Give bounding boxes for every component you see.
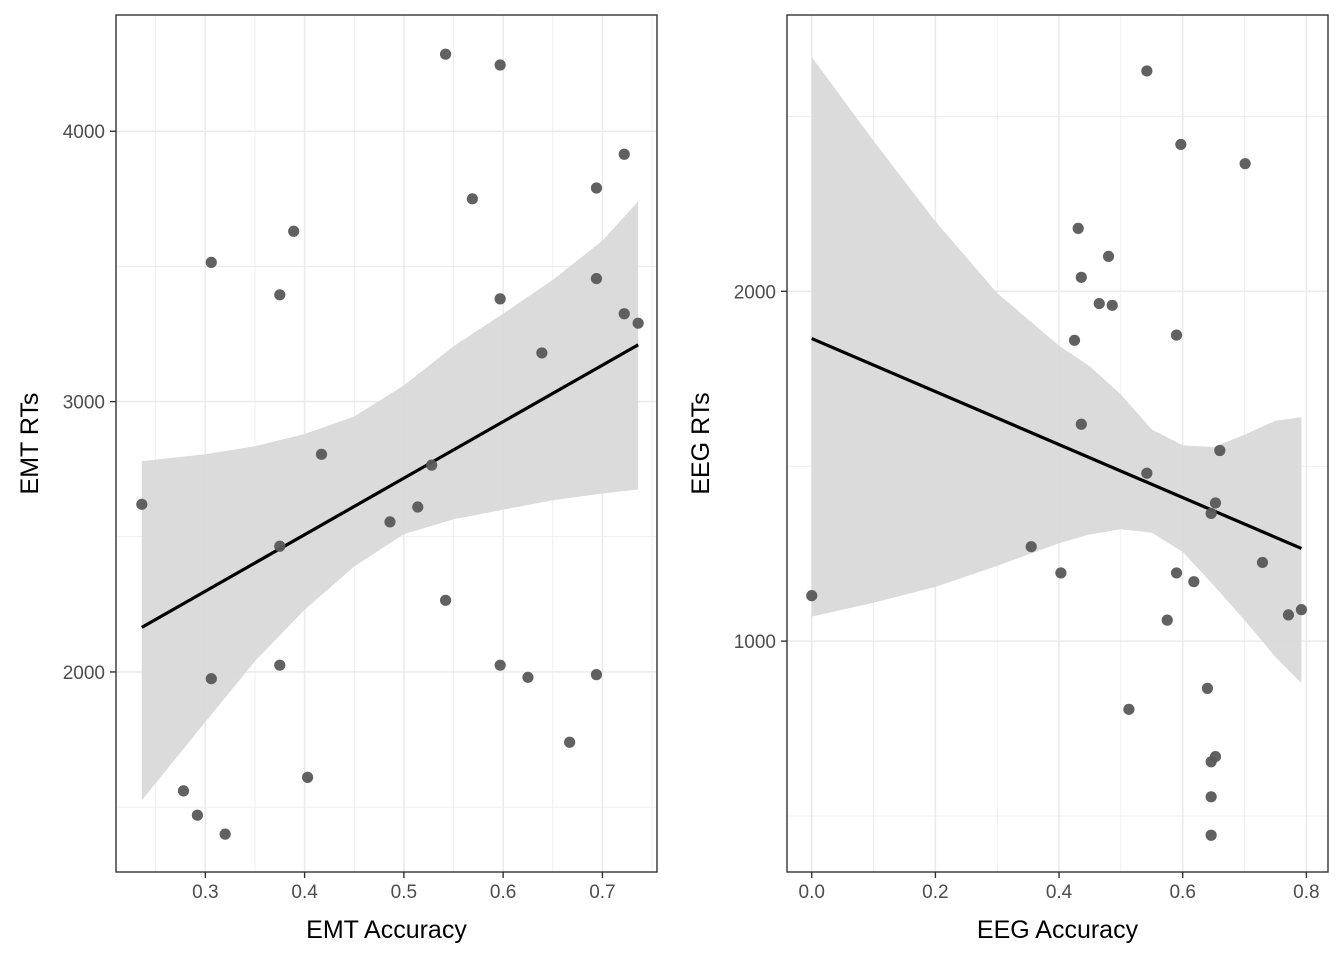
eeg-data-point: [1175, 138, 1187, 151]
emt-data-point: [494, 293, 506, 305]
eeg-data-point: [1188, 576, 1200, 588]
eeg-data-point: [1123, 703, 1135, 715]
emt-data-point: [494, 659, 506, 671]
eeg-data-point: [1141, 65, 1153, 77]
eeg-x-tick-label: 0.0: [799, 882, 825, 903]
eeg-confidence-band-layer: [811, 57, 1302, 684]
emt-panel: 0.3 0.4 0.5 0.6 0.7 2000 3000 4000 EMT Accurac…: [16, 14, 658, 944]
emt-x-tick-label: 0.5: [391, 882, 417, 903]
eeg-x-axis-title: EEG Accuracy: [977, 916, 1139, 944]
emt-y-axis-title: EMT RTs: [16, 393, 44, 495]
emt-data-point: [384, 516, 396, 528]
eeg-data-point: [1201, 682, 1214, 694]
eeg-regression-line: [811, 337, 1303, 550]
eeg-data-point: [1093, 297, 1105, 310]
emt-data-point: [522, 671, 534, 683]
eeg-data-point: [1205, 829, 1217, 841]
emt-x-tick-label: 0.7: [589, 882, 615, 903]
eeg-fit-line-layer: [811, 337, 1303, 550]
emt-y-tick-label: 2000: [63, 663, 105, 684]
eeg-x-tick-label: 0.4: [1046, 882, 1073, 903]
emt-confidence-band-layer: [141, 201, 639, 801]
emt-data-point: [205, 256, 217, 268]
emt-data-point: [301, 771, 314, 783]
eeg-data-point: [1102, 250, 1115, 262]
emt-data-point: [136, 498, 148, 510]
eeg-data-point: [1170, 329, 1183, 341]
eeg-y-axis: 1000 2000: [734, 282, 787, 653]
emt-data-point: [590, 669, 603, 681]
emt-regression-line: [141, 343, 639, 629]
eeg-data-point: [1209, 497, 1222, 509]
emt-data-point: [191, 809, 203, 821]
eeg-data-point: [1295, 604, 1308, 616]
emt-x-tick-label: 0.6: [490, 882, 516, 903]
eeg-data-point: [1170, 567, 1183, 579]
eeg-data-point: [1141, 467, 1153, 479]
eeg-data-point: [1239, 158, 1251, 170]
eeg-points-layer: [806, 65, 1308, 841]
emt-data-point: [274, 659, 286, 671]
emt-data-point: [205, 673, 217, 685]
emt-x-tick-label: 0.3: [192, 882, 218, 903]
emt-data-point: [564, 736, 576, 748]
emt-data-point: [590, 182, 603, 194]
eeg-data-point: [1214, 444, 1226, 457]
emt-data-point: [618, 148, 630, 160]
eeg-y-tick-label: 1000: [734, 632, 776, 653]
eeg-x-tick-label: 0.8: [1293, 882, 1319, 903]
emt-data-point: [412, 501, 424, 513]
eeg-y-tick-label: 2000: [734, 282, 776, 303]
eeg-x-axis: 0.0 0.2 0.4 0.6 0.8: [799, 872, 1320, 903]
emt-data-point: [426, 459, 438, 471]
eeg-panel: 0.0 0.2 0.4 0.6 0.8 1000 2000 EEG Accuracy EE…: [687, 14, 1329, 944]
emt-data-point: [494, 59, 506, 71]
eeg-data-point: [1072, 222, 1084, 234]
emt-data-point: [219, 828, 231, 840]
eeg-data-point: [1256, 556, 1269, 569]
emt-data-point: [439, 48, 452, 60]
eeg-data-point: [1055, 567, 1067, 579]
emt-y-tick-label: 3000: [63, 393, 105, 414]
emt-data-point: [439, 594, 452, 606]
emt-confidence-band: [141, 201, 639, 801]
eeg-data-point: [1068, 334, 1081, 346]
emt-data-point: [177, 785, 190, 797]
eeg-data-point: [1205, 507, 1217, 520]
eeg-data-point: [1075, 418, 1087, 430]
emt-y-axis: 2000 3000 4000: [63, 122, 116, 684]
emt-x-tick-label: 0.4: [291, 882, 318, 903]
emt-data-point: [632, 317, 644, 329]
eeg-data-point: [1075, 271, 1087, 283]
emt-data-point: [618, 308, 630, 320]
eeg-x-tick-label: 0.2: [922, 882, 948, 903]
eeg-data-point: [1161, 614, 1173, 626]
emt-data-point: [536, 347, 548, 359]
eeg-data-point: [1209, 750, 1222, 763]
emt-data-point: [288, 225, 300, 237]
emt-x-axis-title: EMT Accuracy: [306, 916, 467, 944]
eeg-y-axis-title: EEG RTs: [687, 392, 715, 494]
eeg-data-point: [1282, 609, 1295, 621]
emt-panel-border: [115, 14, 658, 873]
emt-fit-line-layer: [141, 343, 639, 629]
emt-data-point: [274, 289, 286, 301]
eeg-data-point: [1106, 299, 1118, 311]
eeg-confidence-band: [811, 57, 1302, 684]
eeg-data-point: [1025, 541, 1037, 553]
eeg-x-tick-label: 0.6: [1169, 882, 1195, 903]
emt-x-axis: 0.3 0.4 0.5 0.6 0.7: [192, 872, 616, 903]
emt-data-point: [466, 193, 478, 205]
eeg-panel-border: [786, 14, 1329, 873]
eeg-data-point: [1205, 791, 1217, 803]
emt-y-tick-label: 4000: [63, 122, 105, 143]
emt-points-layer: [136, 48, 644, 840]
emt-data-point: [315, 448, 328, 460]
emt-data-point: [274, 540, 286, 552]
emt-data-point: [590, 272, 603, 285]
eeg-data-point: [806, 590, 818, 602]
